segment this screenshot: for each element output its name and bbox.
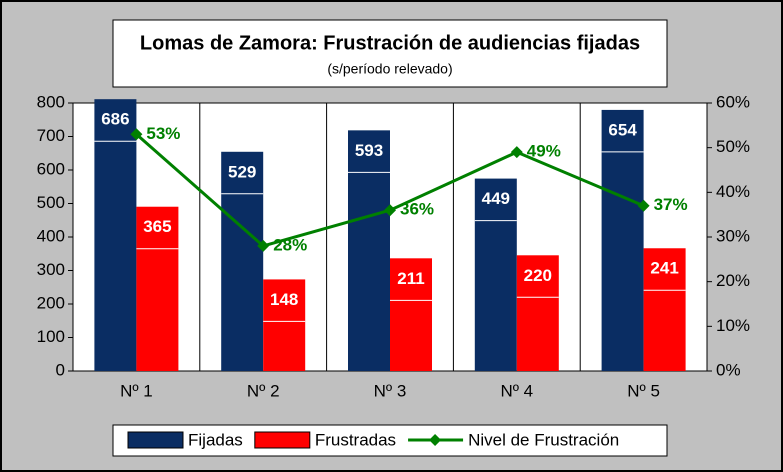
y-tick-label: 500 <box>37 193 65 212</box>
y2-tick-label: 0% <box>716 360 741 379</box>
legend-label: Nivel de Frustración <box>468 430 619 449</box>
data-label: 220 <box>524 266 552 285</box>
x-tick-label: Nº 5 <box>627 381 660 400</box>
marker <box>257 239 270 252</box>
data-label: 241 <box>650 259 678 278</box>
y-tick-label: 300 <box>37 260 65 279</box>
data-label-box <box>601 109 644 152</box>
legend-label: Fijadas <box>188 430 243 449</box>
y-tick-label: 100 <box>37 327 65 346</box>
data-label-box <box>263 279 306 322</box>
data-label: 365 <box>143 217 171 236</box>
chart-subtitle: (s/período relevado) <box>327 61 452 77</box>
data-label: 37% <box>654 195 688 214</box>
bar <box>94 141 137 371</box>
legend-swatch <box>254 431 311 449</box>
legend-marker <box>429 434 442 446</box>
data-label-box <box>474 178 517 221</box>
y2-tick-label: 20% <box>716 271 750 290</box>
y2-tick-label: 40% <box>716 182 750 201</box>
title-box <box>112 19 668 88</box>
y-tick-label: 200 <box>37 293 65 312</box>
bar <box>601 151 644 371</box>
data-label: 36% <box>400 200 434 219</box>
data-label: 211 <box>397 269 424 288</box>
data-label-box <box>94 99 137 142</box>
marker <box>637 199 650 212</box>
x-tick-label: Nº 3 <box>374 381 407 400</box>
y-tick-label: 400 <box>37 226 65 245</box>
y2-tick-label: 10% <box>716 316 750 335</box>
data-label: 529 <box>228 162 256 181</box>
data-label-box <box>348 130 390 173</box>
bar <box>263 321 306 371</box>
bar <box>516 297 559 371</box>
x-tick-label: Nº 4 <box>500 381 533 400</box>
y-tick-label: 700 <box>37 126 65 145</box>
data-label: 28% <box>273 235 307 254</box>
data-label-box <box>390 258 432 301</box>
legend-box <box>112 424 668 457</box>
data-label: 53% <box>146 124 180 143</box>
bar <box>390 300 432 371</box>
marker <box>384 204 396 217</box>
legend-label: Frustradas <box>315 430 396 449</box>
chart-title: Lomas de Zamora: Frustración de audienci… <box>140 32 640 54</box>
data-label: 148 <box>270 290 298 309</box>
bar <box>136 248 179 371</box>
data-label: 49% <box>527 142 561 161</box>
data-label: 686 <box>101 110 129 129</box>
y-tick-label: 800 <box>37 92 65 111</box>
y2-tick-label: 50% <box>716 137 750 156</box>
x-tick-label: Nº 2 <box>247 381 280 400</box>
bar <box>348 172 390 371</box>
marker <box>130 128 143 141</box>
data-label: 654 <box>608 120 637 139</box>
y2-tick-label: 60% <box>716 92 750 111</box>
data-label: 593 <box>355 141 383 160</box>
data-label-box <box>643 248 686 291</box>
legend-swatch <box>127 431 184 449</box>
y-tick-label: 600 <box>37 159 65 178</box>
data-label-box <box>516 255 559 298</box>
bar <box>643 290 686 371</box>
y2-tick-label: 30% <box>716 226 750 245</box>
y-tick-label: 0 <box>56 360 65 379</box>
data-label: 449 <box>482 189 510 208</box>
data-label-box <box>136 206 179 249</box>
bar <box>221 193 264 371</box>
data-label-box <box>221 151 264 194</box>
x-tick-label: Nº 1 <box>120 381 153 400</box>
bar <box>474 220 517 371</box>
marker <box>510 146 523 159</box>
